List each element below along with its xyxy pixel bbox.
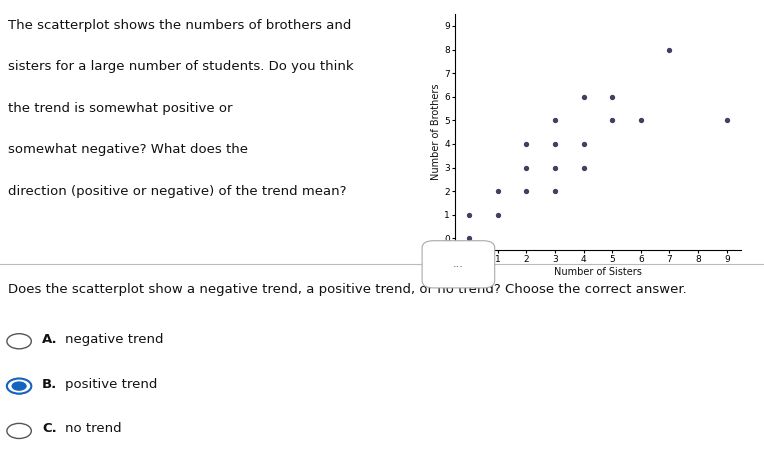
Text: negative trend: negative trend <box>65 333 163 346</box>
X-axis label: Number of Sisters: Number of Sisters <box>554 267 642 277</box>
Point <box>606 117 618 124</box>
Point <box>578 164 590 171</box>
Text: somewhat negative? What does the: somewhat negative? What does the <box>8 143 248 157</box>
Point <box>549 117 561 124</box>
Point <box>520 140 533 148</box>
Text: Does the scatterplot show a negative trend, a positive trend, or no trend? Choos: Does the scatterplot show a negative tre… <box>8 283 686 296</box>
Point <box>578 140 590 148</box>
Text: no trend: no trend <box>65 422 121 436</box>
Y-axis label: Number of Brothers: Number of Brothers <box>431 84 441 180</box>
Text: A.: A. <box>42 333 57 346</box>
Text: ...: ... <box>453 259 464 270</box>
Point <box>578 93 590 101</box>
Point <box>549 187 561 195</box>
Point <box>549 164 561 171</box>
Text: the trend is somewhat positive or: the trend is somewhat positive or <box>8 102 232 115</box>
Text: B.: B. <box>42 378 57 391</box>
Text: C.: C. <box>42 422 57 436</box>
Point <box>520 164 533 171</box>
Point <box>663 46 675 53</box>
Text: positive trend: positive trend <box>65 378 157 391</box>
Point <box>606 93 618 101</box>
Point <box>463 235 475 242</box>
Text: sisters for a large number of students. Do you think: sisters for a large number of students. … <box>8 60 353 74</box>
Point <box>463 211 475 219</box>
Point <box>491 187 503 195</box>
Point <box>520 187 533 195</box>
Text: The scatterplot shows the numbers of brothers and: The scatterplot shows the numbers of bro… <box>8 19 351 32</box>
Point <box>720 117 733 124</box>
Point <box>549 140 561 148</box>
Point <box>635 117 647 124</box>
Text: direction (positive or negative) of the trend mean?: direction (positive or negative) of the … <box>8 185 346 198</box>
Point <box>491 211 503 219</box>
